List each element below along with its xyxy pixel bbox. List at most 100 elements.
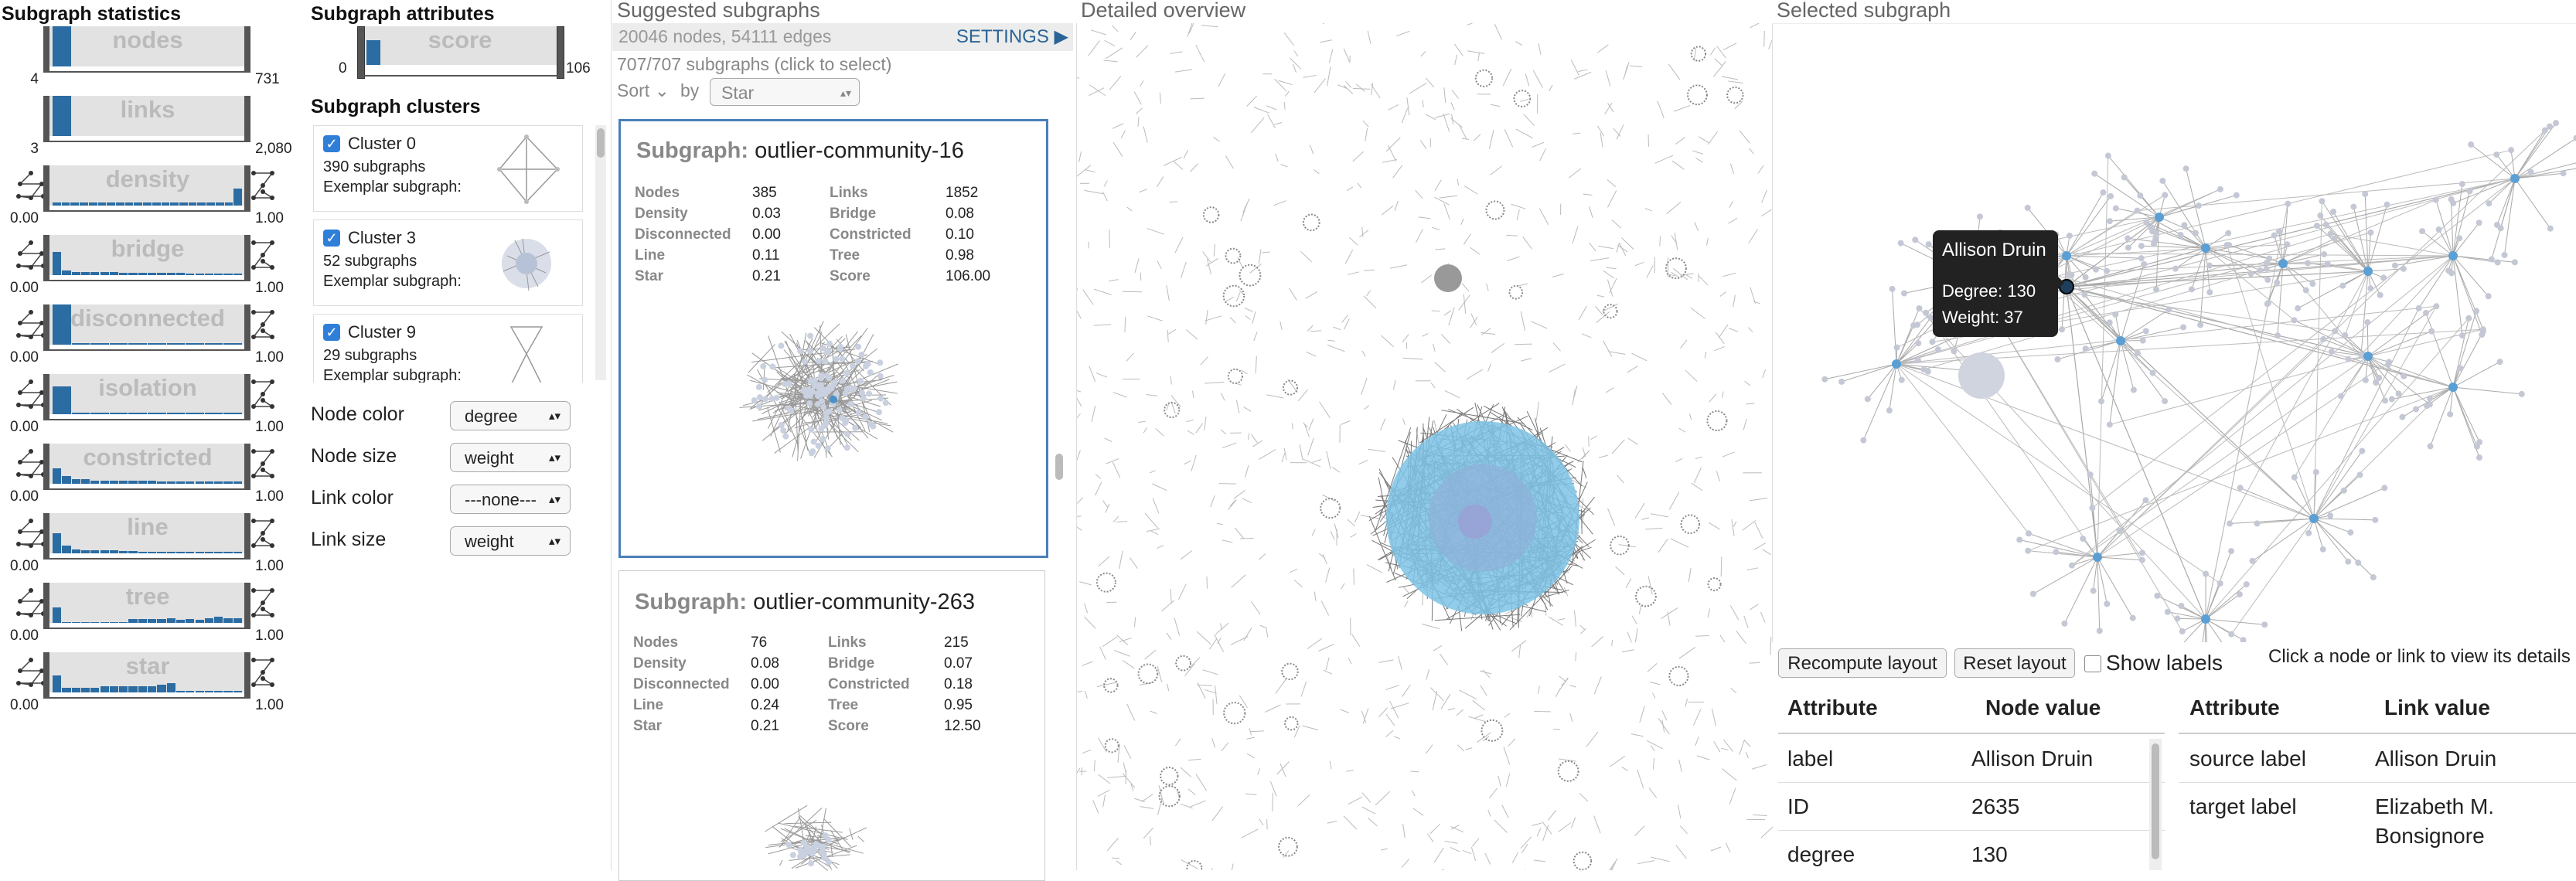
link-size-select[interactable]: weight▴▾ xyxy=(450,526,571,556)
histogram-bar xyxy=(143,202,152,206)
range-axis xyxy=(48,280,246,281)
stat-min: 4 xyxy=(30,71,39,88)
score-axis xyxy=(363,75,558,77)
range-min-handle[interactable] xyxy=(43,26,49,73)
cluster-list[interactable]: ✓ Cluster 0 390 subgraphs Exemplar subgr… xyxy=(309,124,611,383)
node-attr: ID xyxy=(1787,794,1809,819)
range-min-handle[interactable] xyxy=(43,165,49,212)
range-axis xyxy=(48,628,246,629)
stat-label: star xyxy=(48,652,247,680)
histogram-bar xyxy=(148,686,156,692)
range-min-handle[interactable] xyxy=(43,235,49,281)
histogram-bar xyxy=(62,622,70,623)
histogram-bar xyxy=(128,481,137,484)
metric-key: Line xyxy=(633,697,663,714)
selected-canvas[interactable] xyxy=(1772,23,2576,642)
histogram-bar xyxy=(72,549,80,553)
node-value: 2635 xyxy=(1971,794,2019,819)
metric-value: 0.98 xyxy=(946,247,974,264)
histogram-bar xyxy=(205,481,213,484)
recompute-layout-button[interactable]: Recompute layout xyxy=(1778,648,1947,678)
range-min-handle[interactable] xyxy=(43,304,49,351)
cluster-scrollbar[interactable] xyxy=(595,125,606,380)
show-labels-checkbox[interactable] xyxy=(2084,655,2101,672)
histogram-bar xyxy=(90,413,109,414)
range-max-handle[interactable] xyxy=(244,26,250,73)
histogram-bar xyxy=(101,272,109,275)
cluster-item[interactable]: ✓ Cluster 9 29 subgraphs Exemplar subgra… xyxy=(313,314,583,383)
range-max-handle[interactable] xyxy=(244,96,250,142)
sort-select[interactable]: Star▴▾ xyxy=(710,78,860,106)
score-min-handle[interactable] xyxy=(357,26,365,79)
histogram-bar xyxy=(81,272,90,275)
histogram-bar xyxy=(196,481,204,484)
cluster-item[interactable]: ✓ Cluster 0 390 subgraphs Exemplar subgr… xyxy=(313,125,583,212)
node-table-scrollbar[interactable] xyxy=(2149,739,2162,870)
stat-min: 0.00 xyxy=(10,558,39,575)
histogram-bar xyxy=(90,481,99,484)
metric-value: 0.21 xyxy=(751,718,779,735)
overview-canvas[interactable] xyxy=(1076,23,1773,870)
suggested-scroll-thumb[interactable] xyxy=(1055,454,1063,480)
cluster-checkbox[interactable]: ✓ xyxy=(323,230,340,247)
isolation-high-icon xyxy=(246,377,280,411)
score-histogram[interactable]: score xyxy=(363,26,557,65)
metric-value: 0.00 xyxy=(751,676,779,693)
node-color-select[interactable]: degree▴▾ xyxy=(450,401,571,430)
cluster-item[interactable]: ✓ Cluster 3 52 subgraphs Exemplar subgra… xyxy=(313,219,583,306)
row-divider xyxy=(1778,830,2165,831)
score-bar xyxy=(366,40,380,65)
metric-value: 76 xyxy=(751,634,767,651)
node-color-value: degree xyxy=(465,406,518,426)
range-min-handle[interactable] xyxy=(43,513,49,560)
histogram-bar xyxy=(233,618,242,623)
histogram-bar xyxy=(62,270,70,275)
histogram-bar xyxy=(225,202,233,206)
clusters-title: Subgraph clusters xyxy=(311,96,481,118)
range-min-handle[interactable] xyxy=(43,444,49,490)
histogram-bar xyxy=(214,691,223,692)
show-labels-label: Show labels xyxy=(2106,651,2223,675)
cluster-scroll-thumb[interactable] xyxy=(597,128,605,158)
metric-key: Links xyxy=(830,185,868,202)
node-table-scroll-thumb[interactable] xyxy=(2152,743,2159,859)
histogram-bar xyxy=(90,343,109,345)
cluster-checkbox[interactable]: ✓ xyxy=(323,324,340,341)
metric-value: 0.00 xyxy=(752,226,781,243)
node-value: 130 xyxy=(1971,842,2008,867)
tooltip-arrow xyxy=(2056,275,2064,291)
metric-value: 385 xyxy=(752,185,777,202)
histogram-bar xyxy=(110,272,118,275)
settings-button[interactable]: SETTINGS ▶ xyxy=(956,26,1068,48)
range-axis xyxy=(48,697,246,699)
node-size-select[interactable]: weight▴▾ xyxy=(450,443,571,472)
cluster-exemplar-graph xyxy=(484,225,569,301)
stat-max: 1.00 xyxy=(255,697,284,714)
range-min-handle[interactable] xyxy=(43,652,49,699)
histogram-bar xyxy=(110,413,128,414)
score-max-handle[interactable] xyxy=(557,26,564,79)
link-color-select[interactable]: ---none---▴▾ xyxy=(450,485,571,514)
histogram-bar xyxy=(110,622,118,623)
metric-value: 1852 xyxy=(946,185,978,202)
range-min-handle[interactable] xyxy=(43,583,49,629)
cluster-checkbox[interactable]: ✓ xyxy=(323,135,340,152)
range-min-handle[interactable] xyxy=(43,374,49,420)
cluster-exemplar-label: Exemplar subgraph: xyxy=(323,367,462,383)
cluster-count: 390 subgraphs xyxy=(323,158,425,176)
range-min-handle[interactable] xyxy=(43,96,49,142)
histogram-bar xyxy=(223,552,232,553)
reset-layout-button[interactable]: Reset layout xyxy=(1954,648,2075,678)
